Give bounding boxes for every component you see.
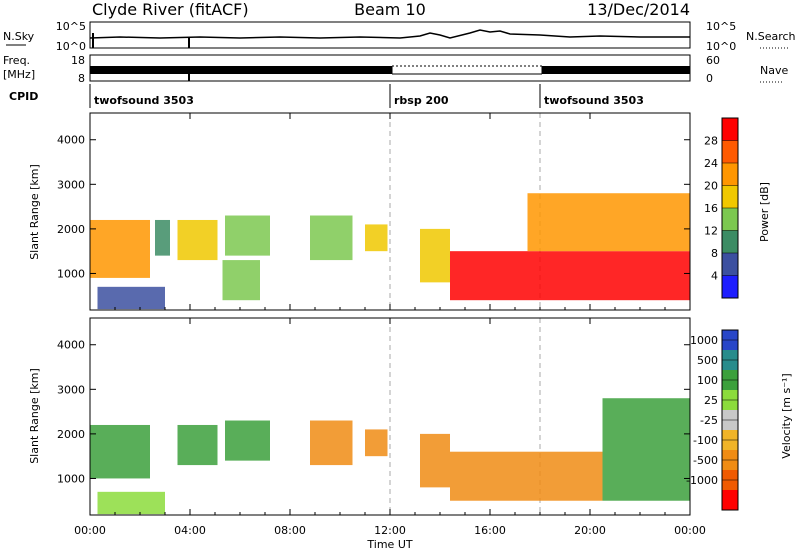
scatter-region: [365, 429, 388, 457]
scatter-region: [450, 451, 603, 501]
nave-label: Nave: [760, 64, 788, 77]
date-title: 13/Dec/2014: [587, 0, 690, 19]
colorbar-tick-label: 25: [704, 394, 718, 407]
nsky-left-tick-bottom: 10^0: [56, 40, 86, 53]
cpid-label: CPID: [9, 90, 38, 103]
colorbar-swatch: [722, 185, 738, 208]
colorbar-tick-label: 4: [711, 270, 718, 283]
colorbar-tick-label: -25: [700, 414, 718, 427]
colorbar-tick-label: 500: [697, 354, 718, 367]
x-tick-label: 12:00: [374, 524, 406, 537]
scatter-region: [222, 260, 260, 301]
x-tick-label: 04:00: [174, 524, 206, 537]
scatter-region: [310, 420, 353, 466]
power-yaxis: 1000 2000 3000 4000: [57, 134, 690, 280]
scatter-region: [420, 228, 450, 283]
colorbar-tick-label: 20: [704, 180, 718, 193]
freq-right-tick-bottom: 0: [706, 72, 713, 85]
nsky-right-tick-top: 10^5: [706, 20, 736, 33]
colorbar-swatch: [722, 253, 738, 276]
nsky-panel-frame: [89, 21, 691, 49]
freq-right-tick-top: 60: [706, 54, 720, 67]
velocity-heatmap: [90, 318, 690, 515]
velocity-ylabel: Slant Range [km]: [28, 368, 41, 464]
scatter-region: [527, 193, 690, 252]
xaxis-label: Time UT: [366, 538, 412, 551]
x-tick-label: 08:00: [274, 524, 306, 537]
cpid-segment-label: twofsound 3503: [94, 94, 194, 107]
scatter-region: [177, 219, 218, 261]
scatter-region: [310, 215, 353, 261]
scatter-region: [97, 286, 165, 310]
power-cbar-label: Power [dB]: [758, 182, 771, 242]
colorbar-swatch: [722, 208, 738, 231]
cpid-segment-label: twofsound 3503: [544, 94, 644, 107]
scatter-region: [450, 251, 690, 301]
scatter-region: [90, 424, 150, 479]
colorbar-tick-label: -500: [693, 454, 718, 467]
scatter-region: [97, 491, 165, 515]
colorbar-swatch: [722, 163, 738, 186]
y-tick-label: 2000: [57, 428, 85, 441]
beam-title: Beam 10: [354, 0, 426, 19]
nsky-right-tick-bottom: 10^0: [706, 40, 736, 53]
freq-left-tick-top: 18: [71, 54, 85, 67]
colorbar-tick-label: -100: [693, 434, 718, 447]
freq-label-top: Freq.: [3, 54, 30, 67]
colorbar-tick-label: 12: [704, 225, 718, 238]
nsky-label: N.Sky: [3, 30, 35, 43]
scatter-region: [365, 224, 388, 252]
station-title: Clyde River (fitACF): [92, 0, 249, 19]
scatter-region: [420, 433, 450, 488]
freq-label-unit: [MHz]: [3, 68, 35, 81]
power-colorbar: 28 24 20 16 12 8 4: [704, 117, 739, 299]
colorbar-swatch: [722, 140, 738, 163]
time-axis: 00:00 04:00 08:00 12:00 16:00 20:00 00:00: [74, 113, 706, 537]
y-tick-label: 4000: [57, 134, 85, 147]
scatter-region: [225, 215, 270, 256]
y-tick-label: 3000: [57, 383, 85, 396]
colorbar-swatch: [722, 118, 738, 141]
y-tick-label: 4000: [57, 339, 85, 352]
scatter-region: [90, 219, 150, 278]
y-tick-label: 1000: [57, 472, 85, 485]
freq-left-tick-bottom: 8: [78, 72, 85, 85]
velocity-yaxis: 1000 2000 3000 4000: [57, 339, 690, 485]
colorbar-tick-label: 8: [711, 247, 718, 260]
colorbar-tick-label: -1000: [686, 474, 718, 487]
colorbar-tick-label: 100: [697, 374, 718, 387]
x-tick-label: 00:00: [674, 524, 706, 537]
nsearch-label: N.Search: [746, 30, 796, 43]
scatter-region: [602, 398, 690, 501]
colorbar-tick-label: 1000: [690, 334, 718, 347]
colorbar-swatch: [722, 490, 738, 510]
velocity-cbar-label: Velocity [m s⁻¹]: [780, 373, 793, 458]
colorbar-swatch: [722, 230, 738, 253]
scatter-region: [177, 424, 218, 466]
colorbar-swatch: [722, 275, 738, 298]
colorbar-tick-label: 28: [704, 135, 718, 148]
x-tick-label: 16:00: [474, 524, 506, 537]
x-tick-label: 20:00: [574, 524, 606, 537]
nsky-left-tick-top: 10^5: [56, 20, 86, 33]
scatter-region: [225, 420, 270, 461]
freq-band-left: [90, 66, 392, 74]
nsky-trace: [89, 29, 690, 39]
y-tick-label: 1000: [57, 267, 85, 280]
colorbar-tick-label: 16: [704, 202, 718, 215]
scatter-region: [155, 219, 170, 256]
power-ylabel: Slant Range [km]: [28, 164, 41, 260]
cpid-segments: twofsound 3503 rbsp 200 twofsound 3503: [89, 84, 644, 108]
power-heatmap: [90, 113, 690, 310]
y-tick-label: 2000: [57, 223, 85, 236]
cpid-segment-label: rbsp 200: [394, 94, 449, 107]
velocity-colorbar: 1000 500 100 25 -25 -100 -500 -1000: [686, 329, 739, 511]
x-tick-label: 00:00: [74, 524, 106, 537]
y-tick-label: 3000: [57, 178, 85, 191]
colorbar-tick-label: 24: [704, 157, 718, 170]
freq-band-right: [542, 66, 690, 74]
